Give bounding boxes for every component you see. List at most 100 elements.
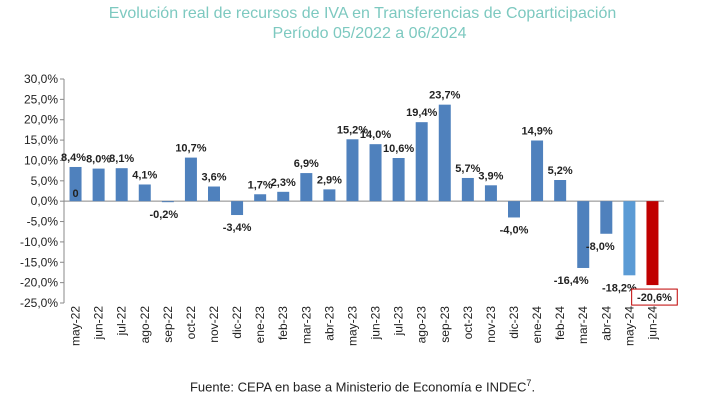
data-label-may-23: 15,2% — [337, 124, 368, 136]
data-label-jun-22: 8,0% — [86, 154, 111, 166]
data-label-oct-23: 5,7% — [455, 163, 480, 175]
y-tick-label: -5,0% — [27, 215, 59, 229]
bar-feb-24 — [554, 180, 567, 202]
x-tick-label: nov-22 — [207, 306, 221, 343]
x-tick-label: oct-22 — [184, 306, 198, 340]
data-label-mar-24: -16,4% — [554, 275, 589, 287]
x-tick-label: jun-24 — [645, 306, 659, 341]
data-label-jul-23: 10,6% — [383, 143, 414, 155]
x-tick-label: mar-24 — [576, 306, 590, 344]
data-label-abr-24: -8,0% — [586, 241, 615, 253]
source-suffix: . — [531, 379, 536, 395]
y-tick-label: 10,0% — [24, 153, 58, 167]
x-tick-label: jun-23 — [369, 306, 383, 341]
x-tick-label: ene-24 — [530, 306, 544, 344]
bar-ene-23 — [254, 194, 267, 202]
y-tick-label: -15,0% — [20, 255, 58, 269]
y-tick-label: -20,0% — [20, 276, 58, 290]
data-label-nov-22: 3,6% — [201, 172, 226, 184]
source-footnote-number: 7 — [526, 378, 532, 388]
x-tick-label: dic-22 — [230, 306, 244, 339]
x-tick-label: oct-23 — [461, 306, 475, 340]
x-tick-label: may-24 — [622, 306, 636, 346]
data-label-jun-24: -20,6% — [637, 292, 672, 304]
x-tick-label: may-22 — [69, 306, 83, 346]
data-label-abr-23: 2,9% — [317, 174, 342, 186]
x-tick-label: sep-23 — [438, 306, 452, 343]
bar-feb-23 — [277, 191, 290, 202]
x-tick-label: jul-23 — [392, 306, 406, 337]
bar-nov-22 — [208, 186, 220, 202]
y-tick-label: 25,0% — [24, 92, 58, 106]
data-label-may-22: 8,4% — [61, 152, 86, 164]
x-tick-label: abr-23 — [322, 306, 336, 341]
bar-may-24 — [623, 201, 636, 276]
bar-dic-23 — [508, 201, 520, 218]
bar-dic-22 — [231, 201, 244, 216]
data-label-ene-24: 14,9% — [521, 125, 552, 137]
bar-mar-23 — [300, 173, 313, 202]
data-label-jul-22: 8,1% — [109, 153, 134, 165]
highlight-label-box — [631, 288, 678, 306]
bar-ago-22 — [138, 184, 151, 202]
first-bar-inner-label: 0 — [72, 188, 78, 200]
bar-mar-24 — [577, 201, 590, 268]
x-tick-label: ago-22 — [138, 306, 152, 344]
x-tick-label: jul-22 — [115, 306, 129, 337]
data-label-oct-22: 10,7% — [175, 143, 206, 155]
bar-oct-23 — [461, 177, 474, 202]
data-label-jun-23: 14,0% — [360, 129, 391, 141]
y-tick-label: 20,0% — [24, 113, 58, 127]
bar-jun-24 — [646, 201, 659, 286]
data-label-nov-23: 3,9% — [478, 170, 503, 182]
bar-abr-23 — [323, 189, 336, 202]
data-label-dic-23: -4,0% — [500, 224, 529, 236]
chart-title: Evolución real de recursos de IVA en Tra… — [108, 5, 617, 22]
data-label-ago-22: 4,1% — [132, 169, 157, 181]
x-tick-label: ago-23 — [415, 306, 429, 344]
bar-jul-22 — [115, 168, 128, 202]
x-tick-label: may-23 — [345, 306, 359, 346]
data-label-sep-22: -0,2% — [149, 209, 178, 221]
data-label-ago-23: 19,4% — [406, 107, 437, 119]
bar-ago-23 — [415, 122, 428, 202]
bar-ene-24 — [531, 140, 544, 202]
bar-may-22 — [69, 166, 82, 202]
y-tick-label: 30,0% — [24, 72, 58, 86]
x-tick-label: feb-24 — [553, 306, 567, 340]
x-tick-label: mar-23 — [299, 306, 313, 344]
bar-sep-22 — [161, 201, 174, 203]
chart-subtitle: Período 05/2022 a 06/2024 — [272, 25, 467, 42]
x-tick-label: dic-23 — [507, 306, 521, 339]
bar-nov-23 — [484, 185, 497, 202]
x-tick-label: sep-22 — [161, 306, 175, 343]
x-tick-label: abr-24 — [599, 306, 613, 341]
bar-sep-23 — [438, 104, 451, 202]
x-tick-label: feb-23 — [276, 306, 290, 340]
bar-jun-22 — [92, 168, 105, 202]
data-label-dic-22: -3,4% — [223, 222, 252, 234]
data-label-ene-23: 1,7% — [248, 179, 273, 191]
y-tick-label: -25,0% — [20, 296, 58, 310]
x-tick-label: ene-23 — [253, 306, 267, 344]
y-tick-label: 15,0% — [24, 133, 58, 147]
bar-oct-22 — [184, 157, 197, 202]
y-tick-label: -10,0% — [20, 235, 58, 249]
data-label-may-24: -18,2% — [602, 282, 637, 294]
bar-abr-24 — [600, 201, 613, 234]
bar-may-23 — [346, 139, 359, 202]
data-label-feb-24: 5,2% — [548, 165, 573, 177]
chart-title-block: Evolución real de recursos de IVA en Tra… — [0, 4, 725, 44]
data-label-sep-23: 23,7% — [429, 90, 460, 102]
y-tick-label: 5,0% — [31, 174, 59, 188]
source-note: Fuente: CEPA en base a Ministerio de Eco… — [0, 378, 725, 394]
bar-jun-23 — [369, 144, 382, 202]
x-tick-label: jun-22 — [92, 306, 106, 341]
source-text: Fuente: CEPA en base a Ministerio de Eco… — [189, 379, 527, 395]
x-tick-label: nov-23 — [484, 306, 498, 343]
data-label-mar-23: 6,9% — [294, 158, 319, 170]
bar-jul-23 — [392, 158, 405, 202]
data-label-feb-23: 2,3% — [271, 177, 296, 189]
y-tick-label: 0,0% — [31, 194, 59, 208]
